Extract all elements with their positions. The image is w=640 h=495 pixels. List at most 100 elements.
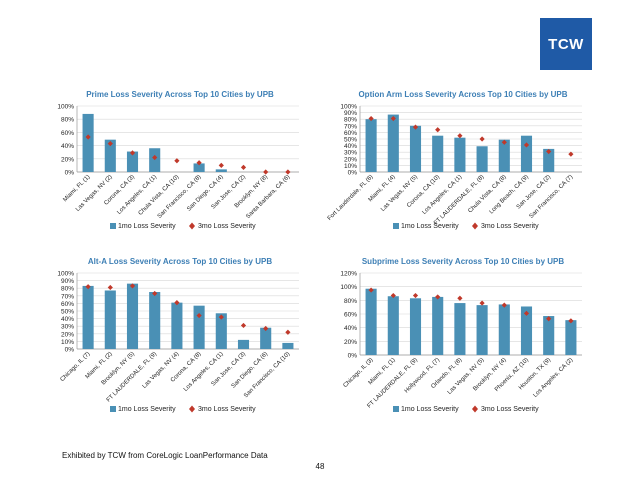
legend-swatch-bar: [110, 406, 116, 412]
legend-swatch-marker: [472, 405, 478, 413]
y-tick-label: 80%: [344, 298, 357, 305]
source-note: Exhibited by TCW from CoreLogic LoanPerf…: [62, 451, 268, 460]
legend-swatch-marker: [189, 222, 195, 230]
legend-swatch-marker: [472, 222, 478, 230]
marker-point: [479, 136, 485, 142]
bar: [365, 288, 377, 355]
legend-label: 1mo Loss Severity: [118, 223, 176, 230]
x-tick-label: Los Angeles, CA (1): [422, 174, 464, 216]
y-tick-label: 10%: [61, 339, 74, 346]
legend-label: 1mo Loss Severity: [118, 406, 176, 413]
y-tick-label: 20%: [61, 331, 74, 338]
marker-point: [435, 127, 441, 133]
bar: [149, 292, 161, 349]
y-tick-label: 40%: [61, 316, 74, 323]
y-tick-label: 40%: [61, 143, 74, 150]
x-tick-label: Los Angeles, CA (1): [183, 351, 225, 393]
y-tick-label: 60%: [344, 312, 357, 319]
bar: [126, 151, 139, 172]
x-tick-label: Los Angeles, CA (1): [116, 174, 158, 216]
chart-title: Prime Loss Severity Across Top 10 Cities…: [86, 90, 274, 99]
x-tick-label: Long Beach, CA (9): [489, 174, 530, 215]
bar: [104, 290, 116, 349]
bar: [432, 296, 444, 355]
legend-swatch-bar: [393, 406, 399, 412]
marker-point: [285, 329, 291, 335]
bar: [520, 306, 533, 355]
y-tick-label: 30%: [61, 324, 74, 331]
chart-title: Subprime Loss Severity Across Top 10 Cit…: [361, 257, 565, 266]
marker-point: [107, 284, 113, 291]
bar: [237, 339, 250, 349]
y-tick-label: 100%: [340, 104, 357, 111]
legend-label: 1mo Loss Severity: [401, 223, 459, 230]
y-tick-label: 90%: [344, 110, 357, 117]
marker-point: [240, 164, 247, 170]
x-tick-label: Chula Vista, CA (10): [138, 174, 181, 217]
alt-a-loss-severity-chart: Alt-A Loss Severity Across Top 10 Cities…: [55, 253, 305, 423]
y-tick-label: 40%: [344, 325, 357, 332]
bar: [454, 137, 466, 172]
bar: [82, 113, 94, 172]
legend-swatch-marker: [189, 405, 195, 413]
x-tick-label: San Francisco, CA (10): [243, 351, 291, 399]
y-tick-label: 60%: [344, 130, 357, 137]
bar: [565, 320, 577, 355]
bar: [193, 163, 205, 172]
bar: [520, 135, 533, 172]
x-tick-label: Los Angeles, CA (2): [533, 357, 575, 399]
bar: [387, 114, 399, 172]
tcw-logo: TCW: [540, 18, 592, 70]
chart-svg: 0%10%20%30%40%50%60%70%80%90%100%Fort La…: [327, 104, 582, 230]
marker-point: [85, 134, 91, 140]
y-tick-label: 60%: [61, 301, 74, 308]
marker-point: [501, 139, 507, 145]
bar: [260, 327, 272, 349]
x-tick-label: San Francisco, CA (7): [529, 174, 575, 220]
marker-point: [457, 133, 463, 139]
y-tick-label: 0%: [348, 170, 358, 177]
marker-point: [263, 169, 269, 175]
bar: [498, 139, 510, 172]
bar: [193, 305, 205, 349]
bar: [215, 169, 227, 172]
bar: [432, 135, 444, 172]
bar: [282, 342, 294, 349]
y-tick-label: 60%: [61, 130, 74, 137]
marker-point: [412, 292, 419, 299]
legend-label: 3mo Loss Severity: [481, 406, 539, 413]
bar: [215, 313, 227, 349]
legend-swatch-bar: [393, 223, 399, 229]
x-tick-label: San Francisco, CA (8): [157, 174, 203, 220]
legend-label: 3mo Loss Severity: [481, 223, 539, 230]
marker-point: [85, 284, 91, 290]
bar: [126, 283, 139, 349]
y-tick-label: 40%: [344, 143, 357, 150]
legend-label: 3mo Loss Severity: [198, 406, 256, 413]
bar: [498, 304, 510, 355]
y-tick-label: 20%: [344, 339, 357, 346]
marker-point: [152, 154, 158, 161]
bar: [149, 148, 161, 172]
y-tick-label: 0%: [65, 170, 75, 177]
legend-swatch-bar: [110, 223, 116, 229]
marker-point: [240, 322, 247, 329]
option-arm-loss-severity-chart: Option Arm Loss Severity Across Top 10 C…: [327, 86, 588, 236]
marker-point: [218, 162, 224, 168]
chart-title: Alt-A Loss Severity Across Top 10 Cities…: [87, 257, 273, 266]
prime-loss-severity-chart: Prime Loss Severity Across Top 10 Cities…: [55, 86, 305, 236]
y-tick-label: 30%: [344, 150, 357, 157]
marker-point: [285, 169, 291, 175]
marker-point: [196, 312, 202, 319]
chart-title: Option Arm Loss Severity Across Top 10 C…: [358, 90, 568, 99]
y-tick-label: 80%: [344, 117, 357, 124]
marker-point: [196, 160, 202, 166]
bar: [387, 296, 399, 355]
bar: [476, 305, 488, 355]
chart-svg: 0%20%40%60%80%100%Miami, FL (1)Las Vegas…: [57, 104, 299, 230]
x-tick-label: Santa Barbara, CA (6): [245, 174, 291, 220]
bar: [82, 285, 94, 349]
marker-point: [412, 124, 419, 130]
bar: [543, 316, 555, 355]
marker-point: [174, 300, 180, 306]
